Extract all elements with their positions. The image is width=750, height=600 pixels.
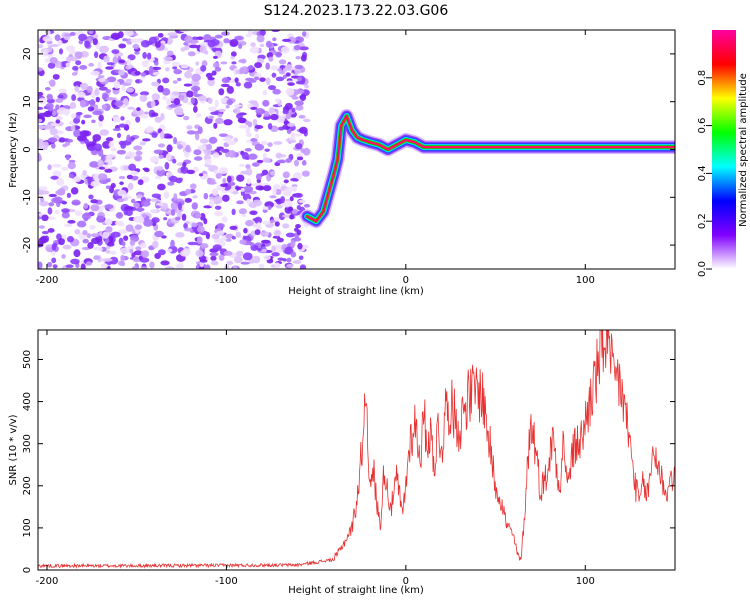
spectrogram-y-axis-label: Frequency (Hz) — [8, 112, 19, 188]
snr-panel: -200 -100 0 100 0 100 200 300 400 500 Height of s… — [8, 329, 676, 596]
spectrogram-x-tick-label: -100 — [215, 275, 238, 286]
colorbar-tick-label: 0.2 — [697, 213, 708, 229]
snr-x-tick-label: 0 — [403, 576, 409, 587]
figure-title: S124.2023.173.22.03.G06 — [264, 3, 449, 19]
spectrogram-heatmap — [38, 30, 675, 269]
colorbar-label: Normalized spectral amplitude — [738, 73, 749, 227]
colorbar-tick-label: 0.4 — [697, 165, 708, 181]
snr-ticks: -200 -100 0 100 0 100 200 300 400 500 — [22, 330, 675, 587]
spectrogram-x-tick-label: 0 — [403, 275, 409, 286]
colorbar-gradient — [712, 30, 736, 269]
noise-speckle — [38, 30, 311, 269]
colorbar: 0.0 0.2 0.4 0.6 0.8 Normalized spectral ampl… — [697, 30, 749, 277]
snr-x-tick-label: -200 — [36, 576, 59, 587]
spectrogram-y-tick-label: -20 — [22, 237, 33, 253]
spectrogram-x-tick-label: -200 — [36, 275, 59, 286]
snr-x-axis-label: Height of straight line (km) — [288, 585, 424, 596]
snr-y-tick-label: 200 — [22, 476, 33, 495]
colorbar-tick-label: 0.6 — [697, 118, 708, 134]
spectrogram-y-tick-label: -10 — [22, 189, 33, 205]
snr-x-tick-label: 100 — [576, 576, 595, 587]
colorbar-ticks: 0.0 0.2 0.4 0.6 0.8 — [697, 70, 712, 277]
snr-y-tick-label: 300 — [22, 434, 33, 453]
spectrogram-y-tick-label: 0 — [22, 146, 33, 152]
colorbar-tick-label: 0.0 — [697, 261, 708, 277]
spectrogram-x-tick-label: 100 — [576, 275, 595, 286]
snr-y-tick-label: 400 — [22, 392, 33, 411]
snr-y-axis-label: SNR (10 * v/v) — [8, 414, 19, 485]
spectrogram-y-tick-label: 10 — [22, 95, 33, 108]
snr-y-tick-label: 0 — [22, 567, 33, 573]
snr-y-tick-label: 500 — [22, 350, 33, 369]
signal-track — [300, 109, 675, 229]
snr-frame — [37, 329, 676, 571]
spectrogram-x-axis-label: Height of straight line (km) — [288, 286, 424, 297]
spectrogram-y-tick-label: 20 — [22, 48, 33, 61]
snr-y-tick-label: 100 — [22, 518, 33, 537]
colorbar-tick-label: 0.8 — [697, 70, 708, 86]
snr-line — [38, 330, 675, 569]
snr-line-series — [38, 330, 675, 569]
snr-x-tick-label: -100 — [215, 576, 238, 587]
